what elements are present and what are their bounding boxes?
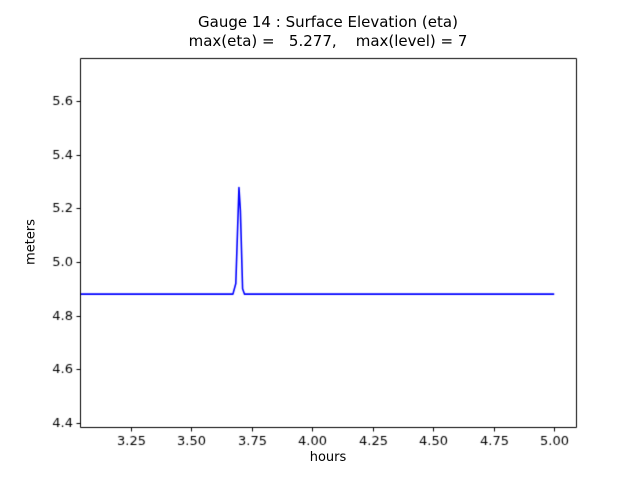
y-axis-label: meters: [23, 219, 39, 265]
chart-subtitle: max(eta) = 5.277, max(level) = 7: [188, 32, 468, 50]
chart-title: Gauge 14 : Surface Elevation (eta): [198, 13, 458, 31]
chart-title-block: Gauge 14 : Surface Elevation (eta) max(e…: [80, 13, 576, 51]
x-axis-label: hours: [309, 450, 347, 465]
